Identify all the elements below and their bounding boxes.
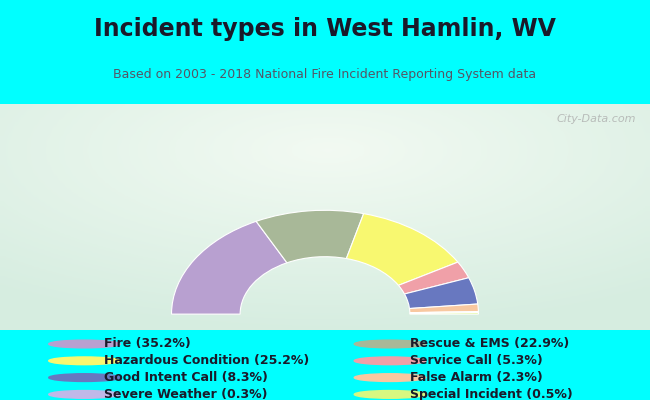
Circle shape [49,357,120,365]
Text: Based on 2003 - 2018 National Fire Incident Reporting System data: Based on 2003 - 2018 National Fire Incid… [114,68,536,81]
Circle shape [354,390,426,398]
Wedge shape [410,304,478,313]
Wedge shape [410,312,478,313]
Text: Rescue & EMS (22.9%): Rescue & EMS (22.9%) [410,338,569,350]
Text: Fire (35.2%): Fire (35.2%) [104,338,190,350]
Wedge shape [256,210,363,263]
Wedge shape [398,262,469,294]
Text: City-Data.com: City-Data.com [556,114,636,124]
Text: Service Call (5.3%): Service Call (5.3%) [410,354,542,367]
Wedge shape [346,214,458,285]
Wedge shape [404,278,478,308]
Circle shape [354,374,426,382]
Text: Severe Weather (0.3%): Severe Weather (0.3%) [104,388,268,400]
Circle shape [49,374,120,382]
Circle shape [49,340,120,348]
Text: Incident types in West Hamlin, WV: Incident types in West Hamlin, WV [94,17,556,41]
Text: False Alarm (2.3%): False Alarm (2.3%) [410,371,542,384]
Text: Special Incident (0.5%): Special Incident (0.5%) [410,388,572,400]
Circle shape [354,340,426,348]
Wedge shape [172,221,287,314]
Wedge shape [410,312,478,314]
Text: Good Intent Call (8.3%): Good Intent Call (8.3%) [104,371,268,384]
Circle shape [49,390,120,398]
Text: Hazardous Condition (25.2%): Hazardous Condition (25.2%) [104,354,309,367]
Circle shape [354,357,426,365]
